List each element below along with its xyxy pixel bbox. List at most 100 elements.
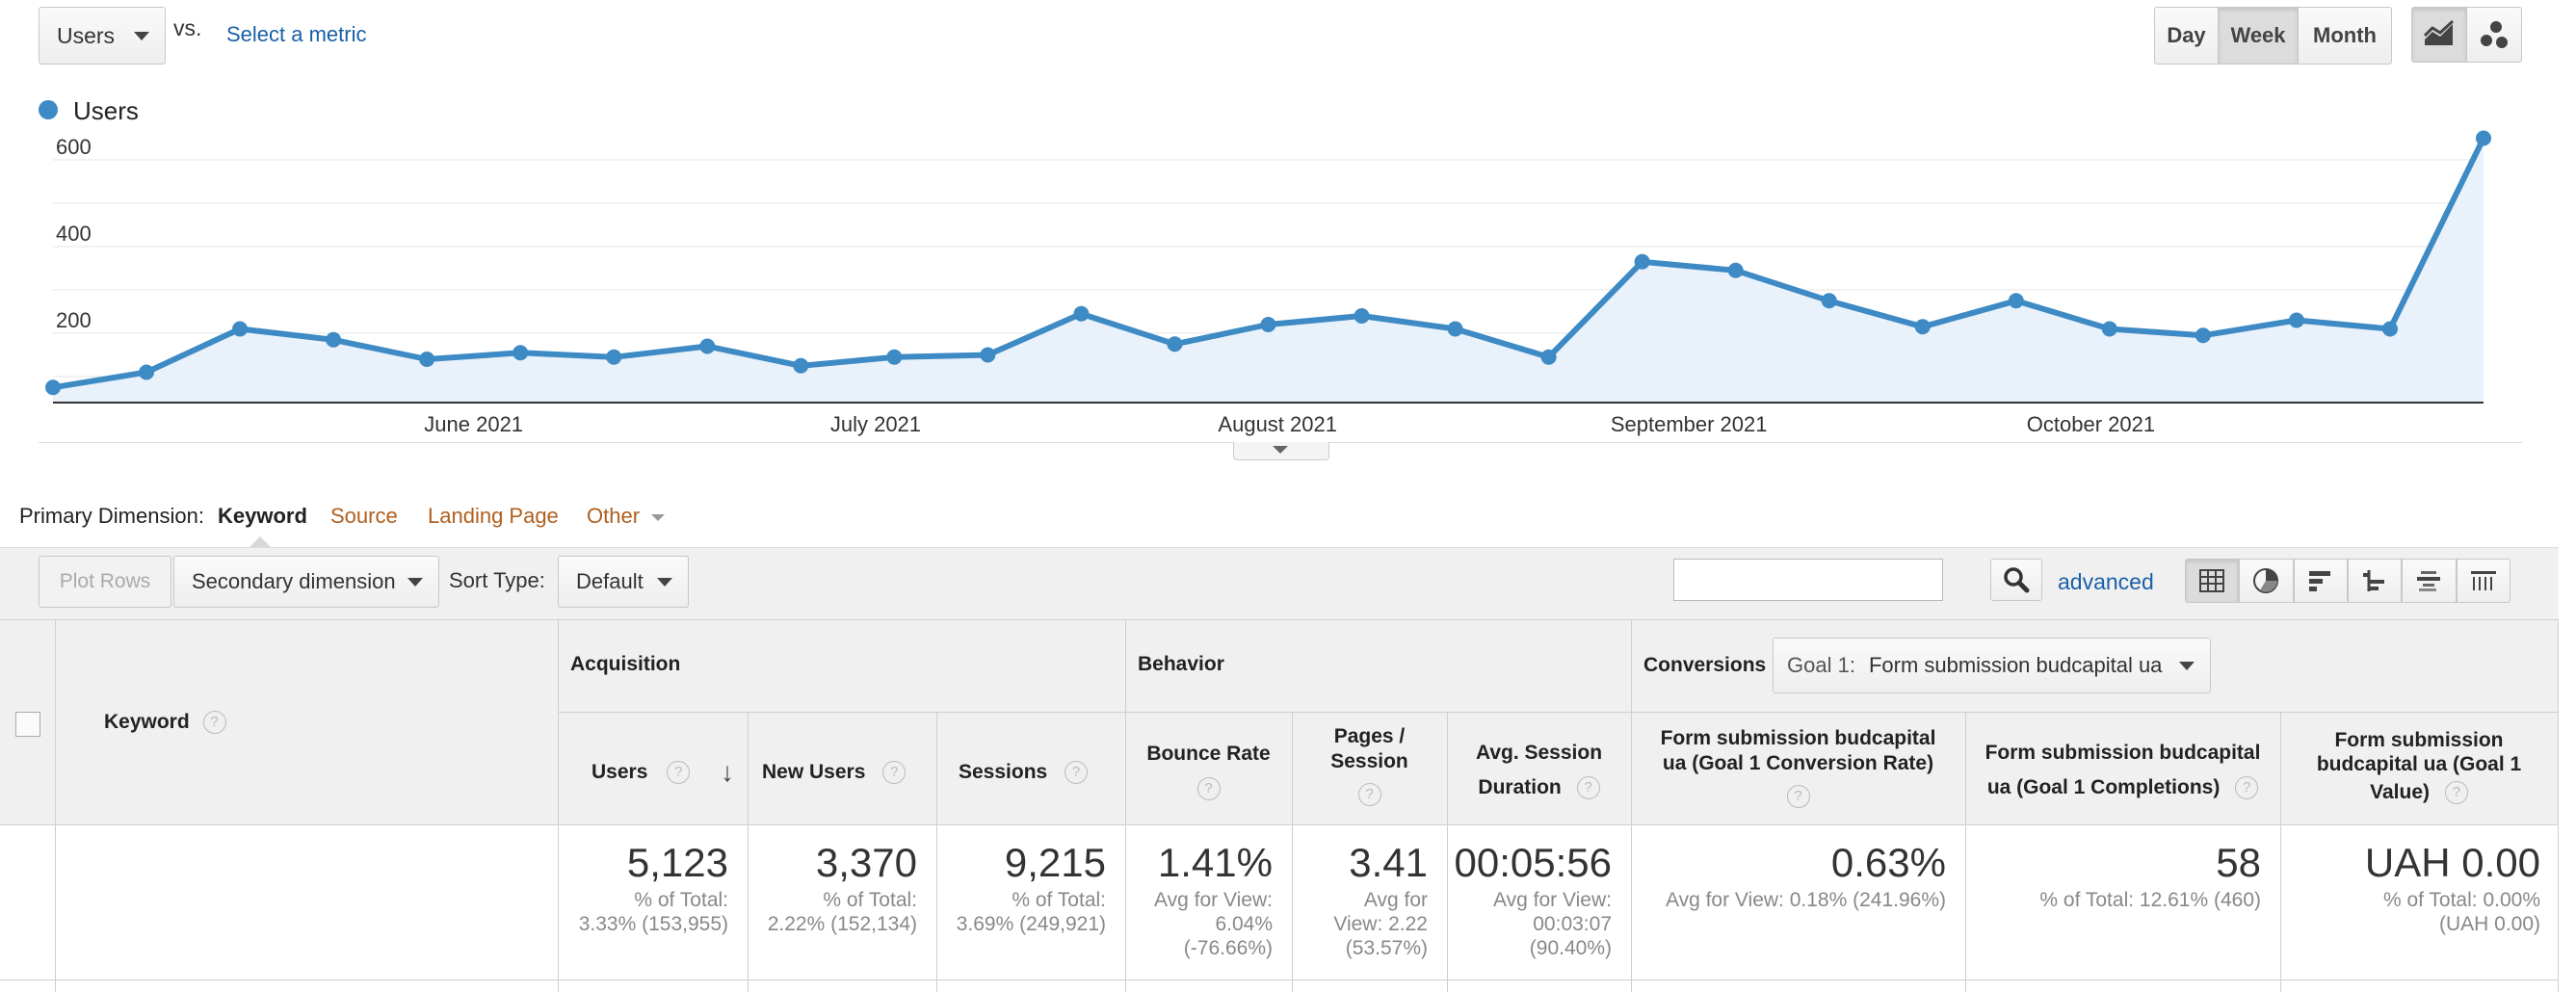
data-point[interactable] [2008,293,2024,309]
dimension-source[interactable]: Source [330,504,398,528]
view-term-cloud[interactable] [2402,559,2457,603]
data-point[interactable] [699,338,716,354]
sessions-column-header[interactable]: Sessions ? [959,761,1089,785]
primary-dimension-label: Primary Dimension: [19,504,204,528]
users-column-header[interactable]: Users ? [591,761,691,785]
select-metric-link[interactable]: Select a metric [226,22,367,46]
group-divider [558,712,2559,713]
line-chart-button[interactable] [2411,7,2467,63]
keyword-header-label: Keyword [104,711,190,733]
data-point[interactable] [606,349,622,365]
help-icon: ? [667,761,691,785]
table-search-input[interactable] [1673,559,1943,601]
data-point[interactable] [419,352,435,367]
total-bounce-rate: 1.41% [1157,840,1273,885]
avg-session-duration-column-header[interactable]: Avg. Session Duration ? [1447,736,1631,805]
x-tick-label: September 2021 [1611,412,1768,436]
data-point[interactable] [2195,327,2211,344]
total-avg-duration-sub-l1: Avg for View: [1493,889,1612,911]
sort-type-select[interactable]: Default [558,556,689,608]
total-pages-session-sub-l1: Avg for [1363,889,1428,911]
active-dimension-pointer [249,536,272,548]
conversion-rate-column-header[interactable]: Form submission budcapital ua (Goal 1 Co… [1631,726,1965,809]
plot-rows-label: Plot Rows [59,570,151,592]
total-completions: 58 [2216,840,2261,885]
help-icon: ? [882,761,907,785]
view-pivot[interactable] [2456,559,2510,603]
select-all-checkbox[interactable] [15,712,40,737]
col-divider [1447,712,1448,992]
behavior-group-header: Behavior [1138,653,1224,675]
data-point[interactable] [1260,317,1276,332]
data-point[interactable] [139,364,155,380]
totals-bottom-border [0,979,2559,980]
table-top-border [0,619,2559,620]
total-avg-duration-sub-l2: 00:03:07 [1533,913,1612,935]
avg-duration-header-l1: Avg. Session [1475,742,1603,764]
total-pages-session-sub-l3: (53.57%) [1345,937,1428,959]
data-point[interactable] [1914,319,1931,335]
bounce-rate-column-header[interactable]: Bounce Rate ? [1125,737,1292,806]
total-bounce-rate-sub: Avg for View: 6.04% (-76.66%) [1125,888,1273,960]
search-button[interactable] [1990,559,2042,601]
secondary-dimension-label: Secondary dimension [192,569,396,593]
goal-value-column-header[interactable]: Form submission budcapital ua (Goal 1 Va… [2280,728,2558,805]
data-point[interactable] [1634,253,1650,270]
motion-chart-button[interactable] [2466,7,2522,63]
help-icon: ? [202,711,226,735]
data-point[interactable] [2381,321,2398,337]
new-users-column-header[interactable]: New Users ? [762,761,907,785]
total-avg-duration: 00:05:56 [1454,840,1613,885]
data-point[interactable] [793,357,809,374]
data-point[interactable] [1447,321,1463,337]
plot-rows-button[interactable]: Plot Rows [39,556,171,608]
total-conversion-rate-sub: Avg for View: 0.18% (241.96%) [1665,889,1946,911]
data-point[interactable] [2288,312,2304,328]
metric-select[interactable]: Users [39,7,166,65]
view-comparison[interactable] [2347,559,2403,603]
completions-column-header[interactable]: Form submission budcapital ua (Goal 1 Co… [1965,736,2280,805]
data-point[interactable] [1821,293,1837,309]
dimension-keyword[interactable]: Keyword [218,504,307,528]
dimension-landing-page[interactable]: Landing Page [428,504,559,528]
view-data-table[interactable] [2185,559,2240,603]
data-point[interactable] [980,347,996,363]
pages-session-column-header[interactable]: Pages / Session ? [1292,724,1447,807]
data-point[interactable] [45,379,61,396]
data-point[interactable] [2101,321,2117,337]
data-point[interactable] [1073,305,1090,322]
data-point[interactable] [232,321,249,337]
data-point[interactable] [1354,308,1370,324]
sort-type-value: Default [576,569,644,593]
data-point[interactable] [326,331,342,348]
view-performance[interactable] [2293,559,2348,603]
data-point[interactable] [1540,349,1557,365]
header-bottom-border [0,824,2559,825]
secondary-dimension-select[interactable]: Secondary dimension [173,556,439,608]
advanced-search-link[interactable]: advanced [2058,569,2154,594]
x-tick-label: October 2021 [2027,412,2155,436]
col-divider [1965,712,1966,992]
dimension-other-label: Other [587,504,641,528]
goal-select[interactable]: Goal 1: Form submission budcapital ua [1773,638,2211,693]
completions-header-l1: Form submission budcapital [1985,742,2261,764]
view-percentage[interactable] [2239,559,2294,603]
chart-collapse-handle[interactable] [1233,442,1329,460]
data-point[interactable] [1727,262,1744,278]
total-sessions-sub: % of Total: 3.69% (249,921) [936,888,1106,936]
goal-value-header-l2: budcapital ua (Goal 1 [2316,753,2522,775]
dimension-other[interactable]: Other [587,504,666,529]
data-point[interactable] [886,349,903,365]
month-button[interactable]: Month [2298,7,2392,65]
users-header-label: Users [591,761,648,783]
data-point[interactable] [513,345,529,361]
day-button[interactable]: Day [2154,7,2219,65]
data-point[interactable] [2476,130,2491,146]
week-button[interactable]: Week [2218,7,2299,65]
help-icon: ? [1196,777,1221,801]
help-icon: ? [2235,776,2259,800]
bubble-chart-icon [2481,21,2508,48]
keyword-column-header[interactable]: Keyword ? [104,711,226,735]
total-new-users-sub-l1: % of Total: [823,889,917,911]
data-point[interactable] [1167,336,1183,352]
